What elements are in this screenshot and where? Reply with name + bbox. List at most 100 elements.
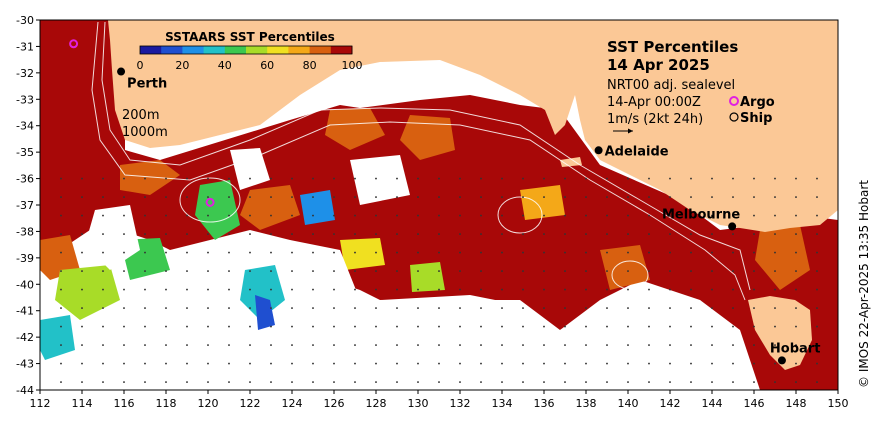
current-vector-dot	[816, 270, 818, 272]
current-vector-dot	[543, 307, 545, 309]
current-vector-dot	[522, 307, 524, 309]
current-vector-dot	[501, 177, 503, 180]
current-vector-dot	[606, 214, 608, 217]
current-vector-dot	[585, 344, 587, 346]
current-vector-dot	[669, 233, 671, 235]
current-vector-dot	[81, 381, 83, 383]
x-tick-label: 122	[240, 397, 261, 410]
place-dot	[594, 146, 603, 155]
current-vector-dot	[648, 251, 650, 254]
current-vector-dot	[312, 233, 314, 235]
current-vector-dot	[144, 251, 146, 254]
current-vector-dot	[417, 344, 419, 346]
current-vector-dot	[543, 362, 545, 365]
current-vector-dot	[81, 196, 83, 198]
current-vector-dot	[690, 196, 692, 198]
current-vector-dot	[396, 288, 398, 291]
current-vector-dot	[459, 381, 461, 383]
current-vector-dot	[438, 362, 440, 365]
current-vector-dot	[774, 344, 776, 346]
current-vector-dot	[249, 214, 251, 217]
current-vector-dot	[753, 251, 755, 254]
current-vector-dot	[333, 233, 335, 235]
current-vector-dot	[333, 325, 335, 328]
current-vector-dot	[648, 344, 650, 346]
current-vector-dot	[438, 381, 440, 383]
current-vector-dot	[60, 214, 62, 217]
current-vector-dot	[795, 270, 797, 272]
current-vector-dot	[81, 362, 83, 365]
legend-tick-label: 60	[260, 59, 274, 72]
place-markers: Perth Adelaide Melbourne Hobart	[117, 67, 821, 365]
current-vector-dot	[648, 307, 650, 309]
current-vector-dot	[228, 214, 230, 217]
current-vector-dot	[333, 196, 335, 198]
current-vector-dot	[60, 270, 62, 272]
current-vector-dot	[543, 270, 545, 272]
current-vector-dot	[249, 288, 251, 291]
current-vector-dot	[60, 344, 62, 346]
legend-tick-label: 20	[175, 59, 189, 72]
current-vector-dot	[774, 325, 776, 328]
current-vector-dot	[669, 325, 671, 328]
current-vector-dot	[186, 251, 188, 254]
x-tick-label: 114	[72, 397, 93, 410]
current-vector-dot	[228, 270, 230, 272]
current-vector-dot	[144, 381, 146, 383]
current-vector-dot	[522, 196, 524, 198]
current-vector-dot	[186, 196, 188, 198]
current-vector-dot	[732, 214, 734, 217]
current-vector-dot	[522, 214, 524, 217]
current-vector-dot	[543, 344, 545, 346]
current-vector-dot	[732, 251, 734, 254]
y-tick-label: -40	[16, 278, 34, 291]
current-vector-dot	[564, 307, 566, 309]
current-vector-dot	[270, 288, 272, 291]
y-tick-label: -44	[16, 384, 34, 397]
current-vector-dot	[585, 177, 587, 180]
current-vector-dot	[207, 307, 209, 309]
current-vector-dot	[312, 381, 314, 383]
place-label: Melbourne	[662, 207, 740, 222]
current-vector-dot	[249, 270, 251, 272]
current-vector-dot	[774, 288, 776, 291]
current-vector-dot	[732, 196, 734, 198]
current-vector-dot	[627, 233, 629, 235]
current-vector-dot	[354, 325, 356, 328]
current-vector-dot	[753, 325, 755, 328]
current-vector-dot	[627, 214, 629, 217]
current-vector-dot	[186, 214, 188, 217]
current-vector-dot	[564, 325, 566, 328]
current-vector-dot	[354, 233, 356, 235]
current-vector-dot	[732, 288, 734, 291]
current-vector-dot	[270, 344, 272, 346]
current-vector-dot	[816, 381, 818, 383]
current-vector-dot	[648, 288, 650, 291]
current-vector-dot	[690, 214, 692, 217]
current-vector-dot	[417, 251, 419, 254]
x-tick-label: 116	[114, 397, 135, 410]
current-vector-dot	[669, 381, 671, 383]
current-vector-dot	[270, 251, 272, 254]
current-vector-dot	[501, 288, 503, 291]
current-vector-dot	[291, 270, 293, 272]
current-vector-dot	[144, 196, 146, 198]
place-dot	[728, 222, 737, 231]
current-vector-dot	[816, 307, 818, 309]
current-vector-dot	[102, 251, 104, 254]
current-vector-dot	[144, 233, 146, 235]
current-vector-dot	[711, 270, 713, 272]
current-vector-dot	[249, 344, 251, 346]
sst-cool-patches	[40, 180, 565, 360]
current-vector-dot	[648, 381, 650, 383]
current-vector-dot	[690, 325, 692, 328]
current-vector-dot	[228, 196, 230, 198]
current-vector-dot	[522, 288, 524, 291]
current-vector-dot	[375, 288, 377, 291]
current-vector-dot	[249, 177, 251, 180]
place-label: Hobart	[770, 341, 821, 356]
current-vector-dot	[627, 307, 629, 309]
current-vector-dot	[816, 288, 818, 291]
current-vector-dot	[417, 381, 419, 383]
current-vector-dot	[816, 344, 818, 346]
